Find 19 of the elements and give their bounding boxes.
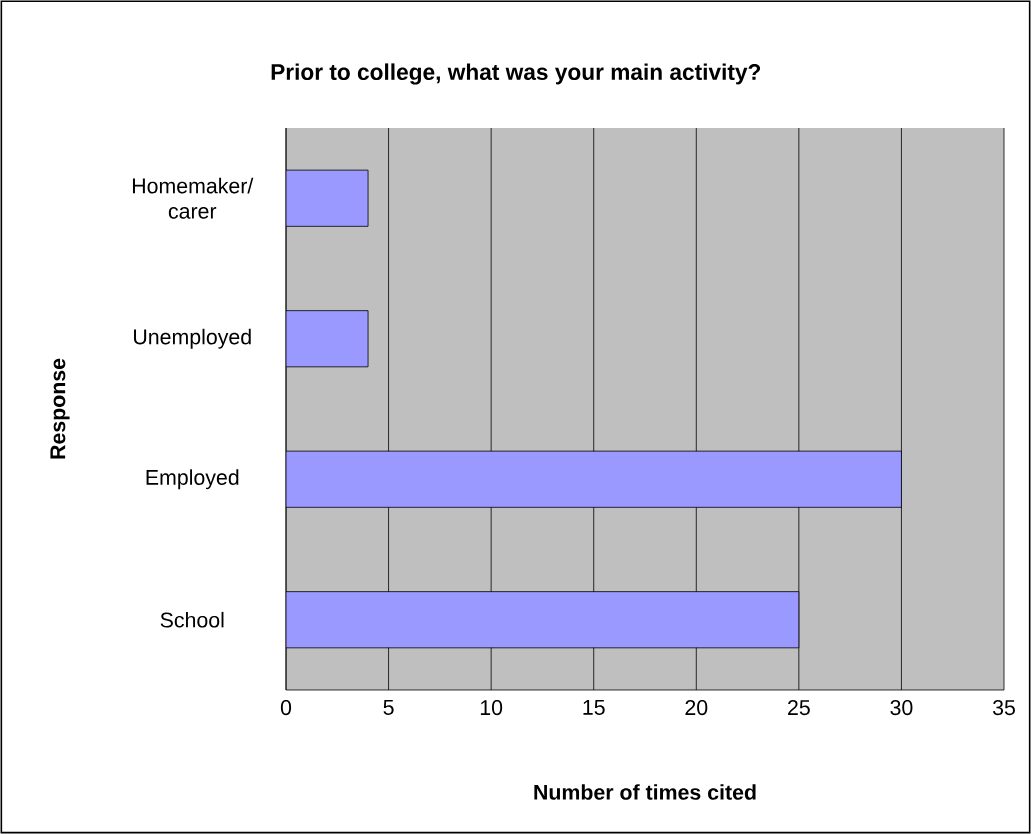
bar — [286, 169, 369, 227]
x-tick-label: 15 — [583, 700, 605, 715]
bar — [286, 450, 902, 508]
bar — [286, 310, 369, 368]
chart-title: Prior to college, what was your main activity? — [271, 63, 761, 85]
y-tick-label: School — [160, 611, 224, 628]
y-axis-title: Response — [50, 358, 70, 459]
x-tick-label: 0 — [280, 700, 292, 716]
x-tick-label: 25 — [788, 700, 810, 716]
x-tick-label: 10 — [480, 700, 503, 716]
y-tick-label: Unemployed — [134, 328, 251, 349]
bar — [286, 591, 800, 649]
x-tick-label: 20 — [685, 700, 708, 716]
x-tick-label: 35 — [992, 700, 1015, 716]
x-tick-label: 30 — [890, 700, 913, 716]
x-tick-label: 5 — [383, 700, 394, 715]
y-tick-label: Homemaker/ carer — [132, 177, 254, 219]
x-axis-title: Number of times cited — [534, 784, 756, 800]
y-tick-label: Employed — [146, 469, 239, 490]
